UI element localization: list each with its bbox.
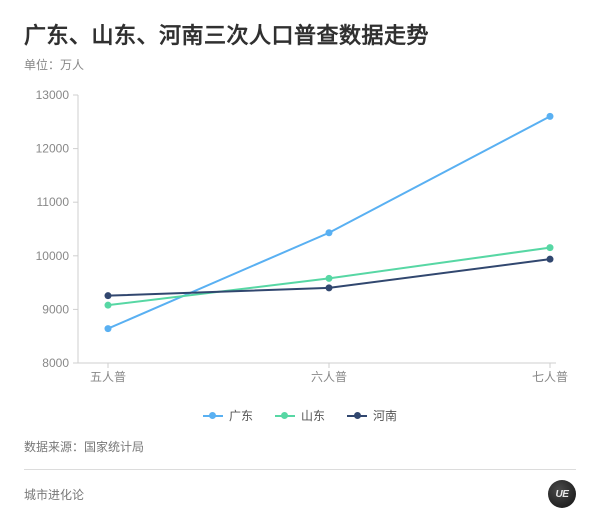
data-source: 数据来源：国家统计局	[24, 424, 576, 470]
series-point	[326, 229, 333, 236]
page-title: 广东、山东、河南三次人口普查数据走势	[24, 18, 576, 50]
legend-item: 河南	[347, 407, 397, 424]
brand-logo: UE	[548, 480, 576, 508]
legend-item: 山东	[275, 407, 325, 424]
unit-label: 单位：万人	[24, 56, 576, 73]
x-tick-label: 五人普	[90, 370, 126, 384]
series-point	[105, 292, 112, 299]
legend-swatch	[275, 411, 295, 421]
series-point	[326, 275, 333, 282]
legend-label: 河南	[373, 407, 397, 424]
y-tick-label: 13000	[36, 88, 70, 102]
x-tick-label: 七人普	[532, 370, 568, 384]
series-point	[105, 302, 112, 309]
series-point	[105, 325, 112, 332]
legend-item: 广东	[203, 407, 253, 424]
y-tick-label: 11000	[37, 195, 70, 209]
y-tick-label: 9000	[42, 302, 69, 316]
series-point	[547, 113, 554, 120]
legend-swatch	[347, 411, 367, 421]
chart-area: 8000 9000 10000 11000 12000 13000 五人普 六人普 七人普	[24, 83, 576, 403]
legend-swatch	[203, 411, 223, 421]
series-point	[326, 284, 333, 291]
legend-label: 山东	[301, 407, 325, 424]
y-tick-label: 10000	[36, 249, 70, 263]
x-tick-label: 六人普	[311, 370, 347, 384]
y-tick-label: 12000	[36, 142, 70, 156]
line-chart-svg: 8000 9000 10000 11000 12000 13000 五人普 六人普 七人普	[24, 83, 576, 393]
legend: 广东 山东 河南	[24, 407, 576, 424]
y-tick-label: 8000	[42, 356, 69, 370]
brand-label: 城市进化论	[24, 486, 84, 503]
legend-label: 广东	[229, 407, 253, 424]
series-point	[547, 244, 554, 251]
series-point	[547, 256, 554, 263]
